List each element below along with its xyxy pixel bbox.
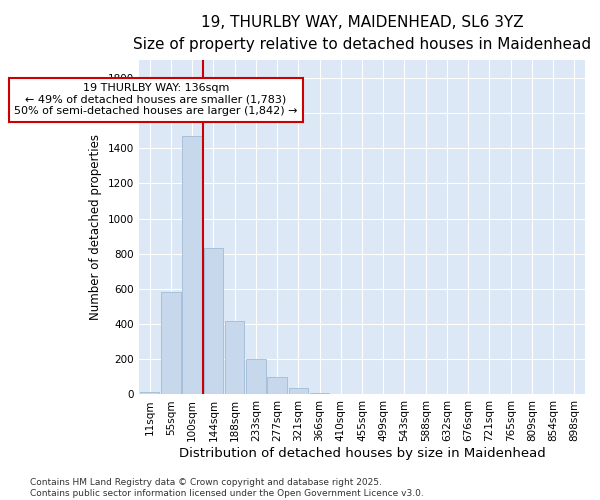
Bar xyxy=(225,320,244,394)
Bar xyxy=(140,392,160,394)
Y-axis label: Number of detached properties: Number of detached properties xyxy=(89,134,103,320)
Bar xyxy=(182,136,202,394)
Title: 19, THURLBY WAY, MAIDENHEAD, SL6 3YZ
Size of property relative to detached house: 19, THURLBY WAY, MAIDENHEAD, SL6 3YZ Siz… xyxy=(133,15,591,52)
Text: Contains HM Land Registry data © Crown copyright and database right 2025.
Contai: Contains HM Land Registry data © Crown c… xyxy=(30,478,424,498)
Bar xyxy=(246,360,266,394)
Text: 19 THURLBY WAY: 136sqm
← 49% of detached houses are smaller (1,783)
50% of semi-: 19 THURLBY WAY: 136sqm ← 49% of detached… xyxy=(14,83,298,116)
Bar xyxy=(268,377,287,394)
Bar xyxy=(289,388,308,394)
Bar xyxy=(203,248,223,394)
X-axis label: Distribution of detached houses by size in Maidenhead: Distribution of detached houses by size … xyxy=(179,447,545,460)
Bar xyxy=(310,392,329,394)
Bar xyxy=(161,292,181,394)
